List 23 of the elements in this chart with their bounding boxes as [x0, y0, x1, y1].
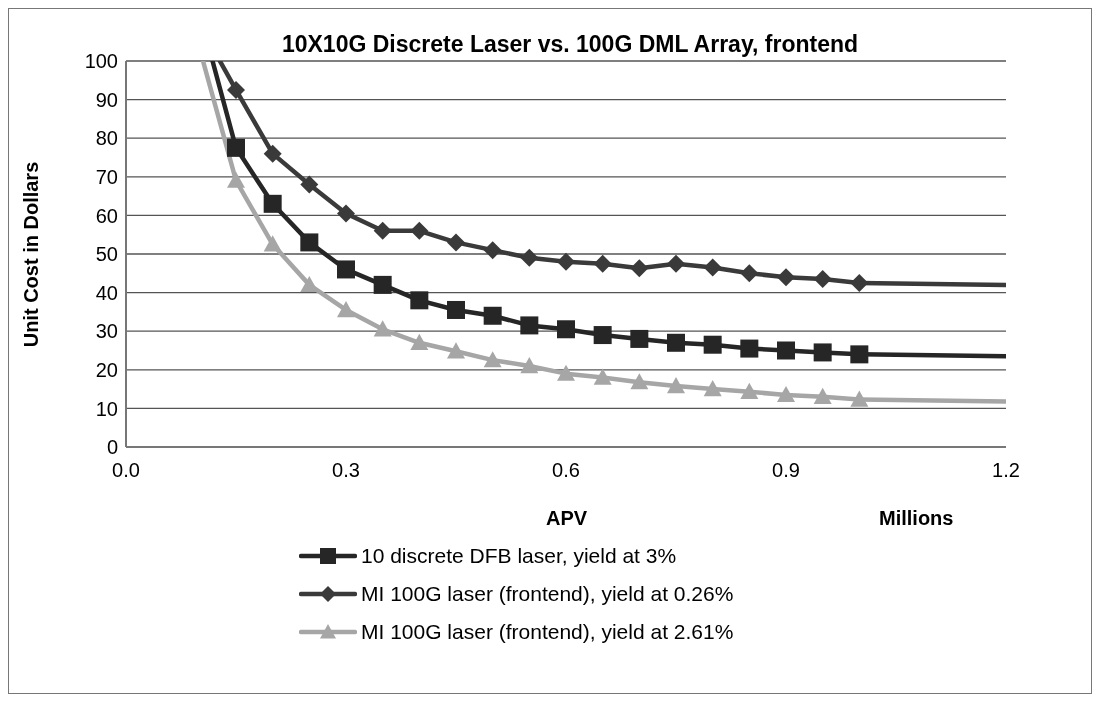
x-tick-label: 0.9: [772, 459, 800, 482]
y-tick-label: 70: [95, 165, 118, 188]
y-tick-label: 40: [95, 281, 118, 304]
y-tick-label: 100: [84, 50, 118, 73]
legend-label: 10 discrete DFB laser, yield at 3%: [361, 544, 677, 568]
y-tick-label: 50: [95, 243, 118, 266]
y-axis-title: Unit Cost in Dollars: [20, 161, 44, 348]
y-tick-label: 30: [95, 320, 118, 343]
y-tick-label: 10: [95, 397, 118, 420]
x-tick-label: 0.0: [112, 459, 140, 482]
chart-title: 10X10G Discrete Laser vs. 100G DML Array, frontend: [281, 31, 859, 57]
y-tick-label: 80: [95, 127, 118, 150]
y-tick-label: 90: [95, 88, 118, 111]
x-tick-label: 0.6: [552, 459, 580, 482]
legend-label: MI 100G laser (frontend), yield at 0.26%: [361, 582, 734, 606]
text: Millions: [879, 507, 954, 530]
y-tick-label: 0: [106, 436, 118, 459]
x-tick-label: 0.3: [332, 459, 360, 482]
x-tick-label: 1.2: [992, 459, 1020, 482]
y-tick-label: 20: [95, 358, 118, 381]
x-axis-title: APV: [546, 507, 588, 530]
y-tick-label: 60: [95, 204, 118, 227]
legend-label: MI 100G laser (frontend), yield at 2.61%: [361, 620, 734, 644]
